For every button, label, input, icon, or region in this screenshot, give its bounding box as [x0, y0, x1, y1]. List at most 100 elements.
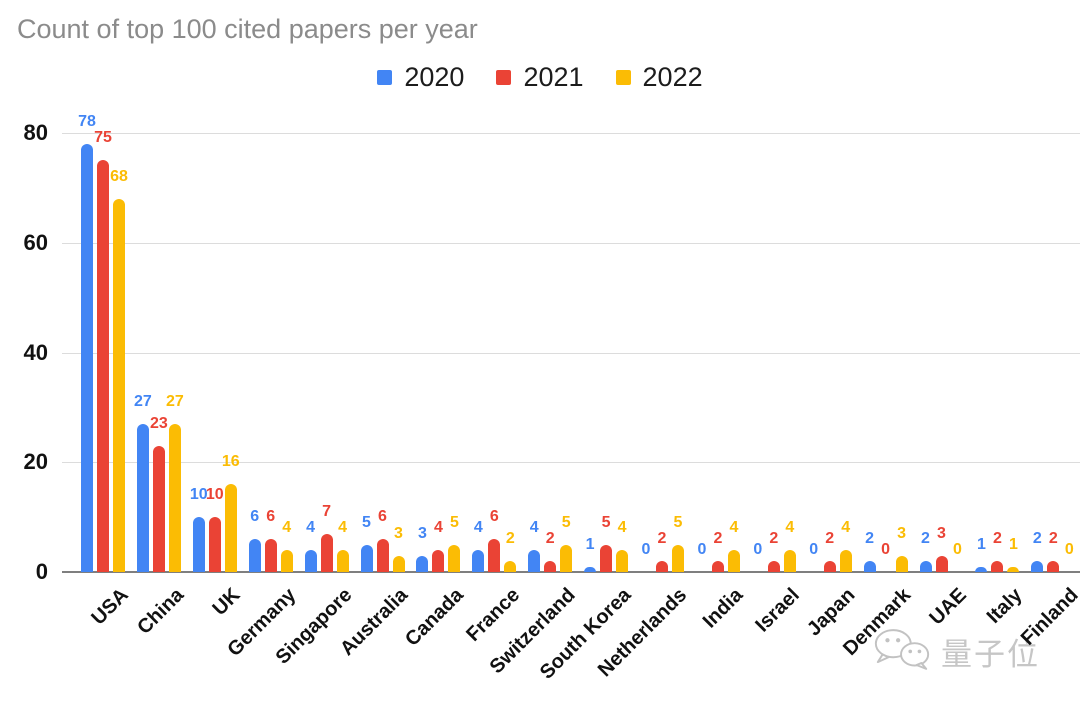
bar-australia-2022	[392, 555, 405, 572]
bar-uk-2021	[208, 517, 221, 572]
value-label-finland-2022: 0	[1064, 541, 1074, 558]
x-axis-label-israel: Israel	[750, 584, 804, 637]
bar-china-2020	[136, 423, 149, 572]
value-label-usa-2022: 68	[110, 167, 128, 185]
bar-singapore-2020	[304, 550, 317, 572]
x-axis-baseline	[62, 571, 1080, 573]
value-label-uk-2020: 10	[189, 486, 208, 504]
value-label-israel-2021: 2	[769, 530, 779, 548]
value-label-france-2022: 2	[505, 530, 515, 548]
value-label-denmark-2020: 2	[865, 530, 875, 548]
bar-italy-2020	[975, 566, 988, 572]
value-label-japan-2020: 0	[809, 541, 819, 558]
value-label-south-korea-2020: 1	[585, 535, 595, 553]
bar-japan-2021	[823, 561, 836, 572]
bar-singapore-2022	[336, 550, 349, 572]
bar-finland-2020	[1031, 561, 1044, 572]
bar-south-korea-2021	[600, 544, 613, 572]
bar-italy-2021	[991, 561, 1004, 572]
bar-netherlands-2021	[656, 561, 668, 572]
legend-item-2020: 2020	[377, 62, 464, 93]
bar-netherlands-2022	[672, 544, 684, 572]
legend-swatch-2020	[377, 70, 393, 85]
bar-uae-2020	[919, 561, 932, 572]
value-label-australia-2020: 5	[362, 513, 371, 531]
value-label-switzerland-2020: 4	[529, 519, 539, 537]
bar-italy-2022	[1007, 566, 1020, 572]
value-label-netherlands-2022: 5	[673, 513, 683, 531]
value-label-india-2021: 2	[713, 530, 723, 548]
x-axis-label-canada: Canada	[401, 584, 468, 651]
value-label-italy-2020: 1	[976, 535, 986, 553]
value-label-singapore-2020: 4	[306, 519, 316, 537]
value-label-germany-2020: 6	[250, 508, 260, 526]
value-label-singapore-2021: 7	[322, 502, 332, 520]
value-label-china-2022: 27	[165, 392, 184, 410]
value-label-uk-2021: 10	[205, 486, 224, 504]
value-label-france-2020: 4	[473, 519, 483, 537]
value-label-japan-2021: 2	[825, 530, 835, 548]
value-label-denmark-2021: 0	[881, 541, 891, 558]
bar-india-2021	[711, 561, 724, 572]
bar-china-2022	[168, 423, 181, 572]
value-label-israel-2022: 4	[785, 519, 795, 537]
bar-usa-2020	[81, 143, 93, 572]
gridline-60	[62, 242, 1080, 244]
legend-label-2020: 2020	[404, 62, 465, 92]
x-axis-label-italy: Italy	[983, 584, 1027, 628]
value-label-usa-2021: 75	[94, 129, 112, 147]
x-axis-label-india: India	[698, 584, 748, 633]
bar-china-2021	[152, 445, 165, 572]
bar-australia-2020	[360, 544, 373, 572]
bar-uae-2021	[935, 555, 948, 572]
value-label-australia-2021: 6	[378, 508, 387, 526]
value-label-india-2022: 4	[729, 519, 739, 537]
bar-usa-2021	[97, 160, 109, 572]
value-label-usa-2020: 78	[78, 112, 96, 130]
value-label-germany-2022: 4	[282, 519, 292, 537]
bar-denmark-2020	[863, 561, 876, 572]
bar-germany-2020	[248, 539, 261, 572]
value-label-uae-2022: 0	[953, 541, 962, 558]
legend: 2020 2021 2022	[0, 62, 1080, 93]
x-axis-label-usa: USA	[87, 584, 133, 630]
value-label-italy-2022: 1	[1008, 535, 1018, 553]
y-axis-tick-80: 80	[23, 120, 48, 145]
legend-label-2021: 2021	[523, 62, 584, 92]
bar-south-korea-2022	[616, 550, 629, 572]
bar-south-korea-2020	[584, 566, 597, 572]
bar-singapore-2021	[320, 533, 333, 572]
bar-switzerland-2020	[528, 550, 541, 572]
legend-item-2021: 2021	[496, 62, 584, 93]
value-label-israel-2020: 0	[753, 541, 763, 558]
value-label-china-2021: 23	[149, 414, 168, 432]
bar-australia-2021	[376, 539, 389, 572]
gridline-40	[62, 352, 1080, 354]
x-axis-label-china: China	[133, 584, 189, 639]
value-label-switzerland-2021: 2	[545, 530, 555, 548]
legend-item-2022: 2022	[615, 62, 703, 93]
bar-germany-2021	[264, 539, 277, 572]
bar-switzerland-2021	[544, 561, 557, 572]
value-label-japan-2022: 4	[841, 519, 851, 537]
bar-israel-2022	[783, 550, 796, 572]
x-axis-label-finland: Finland	[1017, 584, 1080, 650]
value-label-singapore-2022: 4	[338, 519, 348, 537]
value-label-finland-2021: 2	[1048, 530, 1058, 548]
value-label-netherlands-2020: 0	[641, 541, 651, 558]
gridline-80	[62, 133, 1080, 134]
value-label-denmark-2022: 3	[897, 524, 907, 542]
gridline-20	[62, 462, 1080, 464]
legend-swatch-2022	[615, 70, 631, 85]
bar-usa-2022	[113, 198, 125, 572]
bar-israel-2021	[767, 561, 780, 572]
bar-france-2022	[504, 561, 517, 572]
value-label-finland-2020: 2	[1032, 530, 1042, 548]
y-axis-tick-0: 0	[35, 559, 48, 584]
value-label-uk-2022: 16	[221, 453, 240, 471]
y-axis-tick-60: 60	[23, 229, 48, 255]
value-label-netherlands-2021: 2	[657, 530, 667, 548]
value-label-uae-2020: 2	[921, 530, 930, 548]
watermark-text: 量子位	[941, 637, 1040, 672]
